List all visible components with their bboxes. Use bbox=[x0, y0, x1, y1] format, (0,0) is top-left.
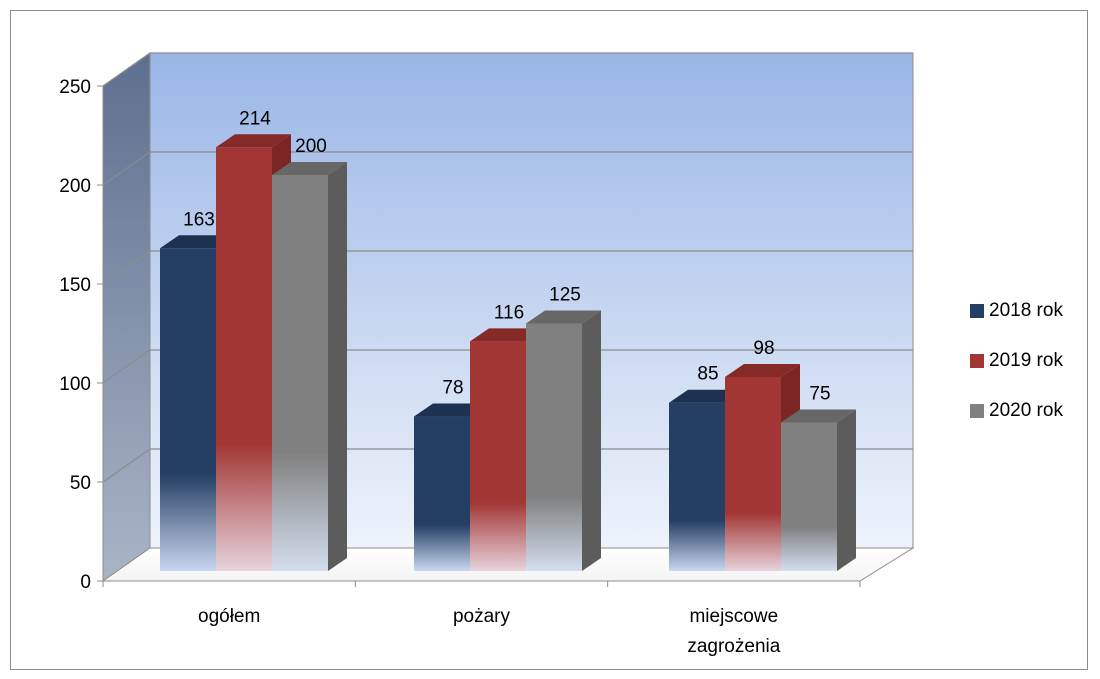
data-label: 116 bbox=[494, 302, 524, 323]
x-tick-label: miejscowe bbox=[689, 606, 778, 627]
legend-swatch bbox=[970, 404, 984, 418]
y-tick-label: 250 bbox=[59, 77, 91, 98]
y-tick-label: 0 bbox=[80, 572, 91, 593]
legend-item: 2019 rok bbox=[970, 336, 1063, 386]
side-wall bbox=[103, 53, 150, 581]
legend-item: 2018 rok bbox=[970, 286, 1063, 336]
y-axis: 0 50 100 150 200 250 bbox=[59, 77, 103, 593]
data-label: 214 bbox=[239, 108, 271, 129]
x-tick-label: pożary bbox=[453, 606, 511, 627]
bar bbox=[725, 377, 781, 571]
y-tick-label: 150 bbox=[59, 275, 91, 296]
legend-swatch bbox=[970, 304, 984, 318]
bar bbox=[160, 248, 216, 571]
y-tick-label: 100 bbox=[59, 374, 91, 395]
bar bbox=[216, 147, 272, 571]
data-label: 75 bbox=[809, 384, 830, 405]
legend-item: 2020 rok bbox=[970, 386, 1063, 436]
legend-label: 2020 rok bbox=[989, 400, 1063, 422]
legend: 2018 rok 2019 rok 2020 rok bbox=[970, 286, 1063, 436]
bar bbox=[669, 403, 725, 571]
data-label: 125 bbox=[549, 285, 581, 306]
bar bbox=[414, 417, 470, 571]
legend-label: 2018 rok bbox=[989, 300, 1063, 322]
x-tick-label: ogółem bbox=[198, 606, 260, 627]
legend-label: 2019 rok bbox=[989, 350, 1063, 372]
bar bbox=[781, 423, 837, 572]
legend-swatch bbox=[970, 354, 984, 368]
y-tick-label: 200 bbox=[59, 176, 91, 197]
y-tick-label: 50 bbox=[70, 473, 91, 494]
bar bbox=[272, 175, 328, 571]
bar-side bbox=[328, 162, 347, 571]
data-label: 163 bbox=[183, 209, 215, 230]
x-axis: ogółem pożary miejscowe zagrożenia bbox=[103, 581, 860, 657]
bar-side bbox=[582, 311, 601, 572]
bar bbox=[526, 324, 582, 572]
data-label: 98 bbox=[753, 338, 774, 359]
x-tick-label: zagrożenia bbox=[687, 636, 780, 657]
data-label: 78 bbox=[442, 378, 463, 399]
data-label: 85 bbox=[697, 364, 718, 385]
data-label: 200 bbox=[295, 136, 327, 157]
bar bbox=[470, 341, 526, 571]
bar-side bbox=[837, 410, 856, 572]
